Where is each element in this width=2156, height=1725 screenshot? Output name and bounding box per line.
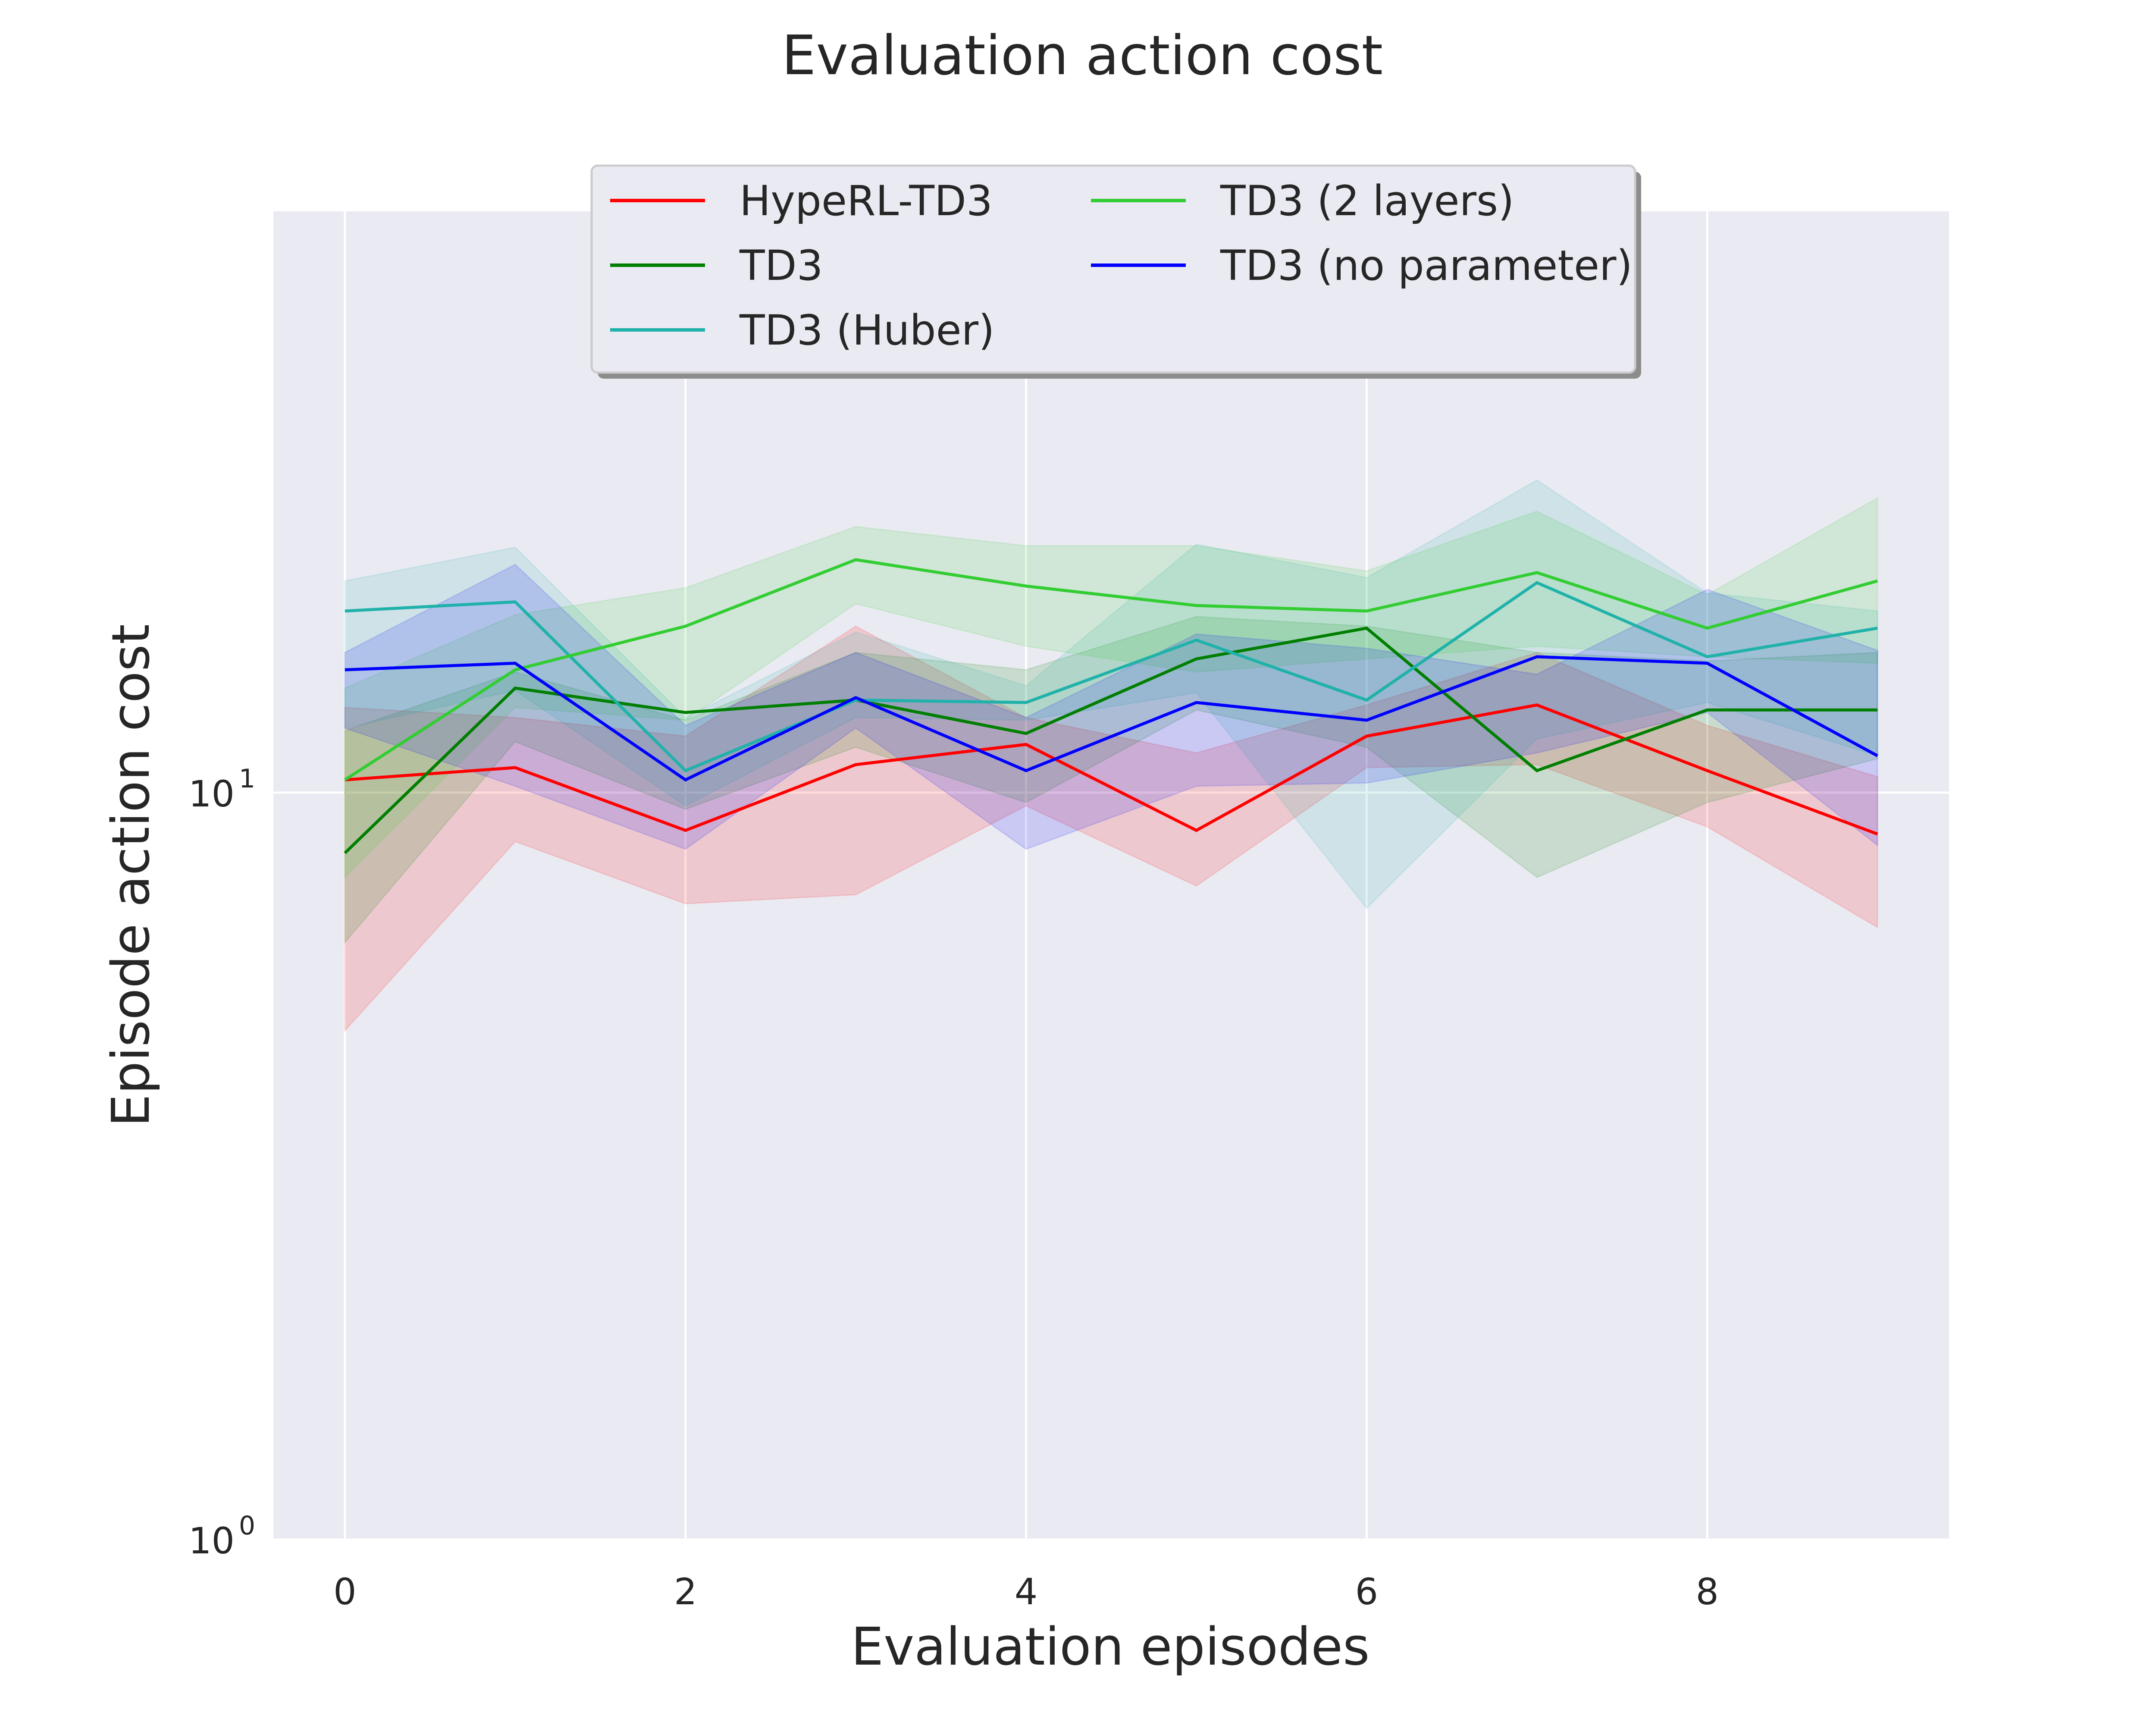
y-tick-base: 10 [188, 1520, 235, 1562]
y-tick-label: 10 [188, 1520, 235, 1562]
x-tick-label: 0 [333, 1571, 356, 1613]
confidence-bands [344, 479, 1878, 1032]
x-tick-label: 8 [1695, 1571, 1718, 1613]
x-tick-label: 4 [1015, 1571, 1037, 1613]
legend: HypeRL-TD3 TD3 TD3 (Huber) TD3 (2 layers) TD… [590, 164, 1641, 379]
legend-label: TD3 [739, 242, 823, 290]
y-tick-exponent: 0 [239, 1511, 255, 1541]
x-tick-label: 6 [1355, 1571, 1378, 1613]
x-axis-label: Evaluation episodes [851, 1617, 1369, 1677]
line-TD3 [344, 626, 1878, 854]
grid [273, 211, 1949, 1541]
series-lines [344, 558, 1878, 854]
line-HypeRL-TD3 [345, 703, 1878, 836]
line-TD3 (Huber) [345, 581, 1878, 773]
band-HypeRL-TD3 [344, 625, 1878, 1032]
plot-area [273, 211, 1949, 1540]
y-axis-label: Episode action cost [101, 624, 161, 1127]
line-TD3 (no parameter) [345, 655, 1878, 782]
legend-box [590, 164, 1636, 374]
y-tick-exponent: 1 [239, 764, 255, 794]
legend-label: TD3 (no parameter) [1220, 242, 1633, 290]
x-tick-label: 2 [674, 1571, 697, 1613]
band-TD3 (2 layers) [344, 497, 1878, 879]
chart-title: Evaluation action cost [782, 24, 1383, 87]
band-TD3 [344, 616, 1878, 944]
y-tick-base: 10 [188, 773, 235, 815]
line-TD3 (2 layers) [344, 558, 1878, 781]
y-tick-label: 10 [188, 773, 235, 815]
legend-label: TD3 (2 layers) [1220, 177, 1514, 225]
legend-label: HypeRL-TD3 [740, 177, 993, 225]
legend-label: TD3 (Huber) [739, 306, 995, 354]
